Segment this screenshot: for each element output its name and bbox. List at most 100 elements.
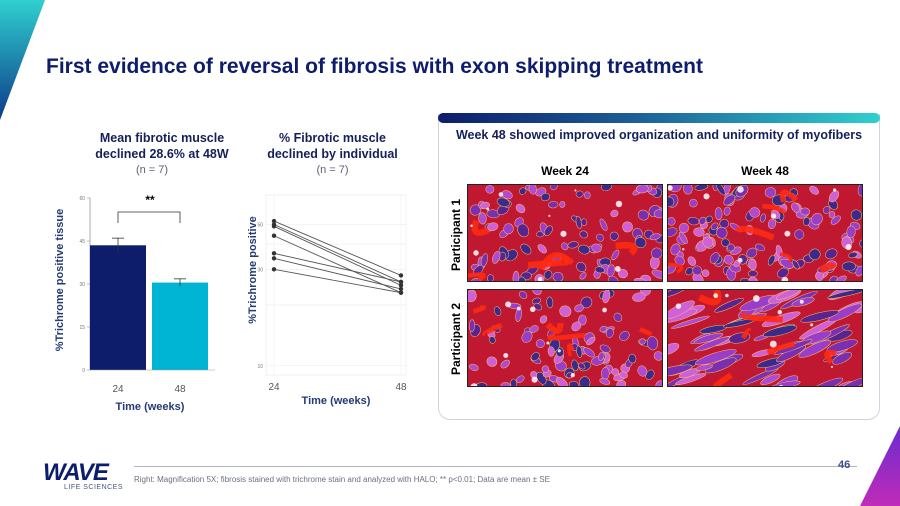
row-participant2: Participant 2 [449,302,463,376]
myofiber [619,330,630,341]
myofiber [767,254,776,266]
myofiber [501,190,513,200]
myofiber [516,375,525,383]
myofiber [651,247,662,259]
participant-point-week48 [398,290,404,295]
myofiber [828,190,840,203]
fibrosis-streak [762,203,787,215]
myofiber [591,243,602,253]
white-speck [574,189,577,192]
myofiber [478,212,487,225]
myofiber [578,362,586,370]
fibrosis-streak [468,272,486,281]
fibrosis-streak [712,372,733,386]
myofiber [515,203,526,214]
white-speck [505,301,512,308]
line-plot-area [265,194,407,376]
myofiber [748,259,757,271]
fibrosis-streak [779,189,799,203]
myofiber [519,187,527,195]
myofiber [693,332,724,344]
myofiber [537,244,547,254]
white-speck [845,244,852,251]
myofiber [571,359,579,371]
myofiber [533,303,543,311]
myofiber [580,218,588,226]
white-speck [770,213,777,219]
myofiber [798,340,831,358]
logo-subtext: LIFE SCIENCES [64,484,124,491]
myofiber [807,377,844,386]
myofiber [747,270,758,277]
white-speck [682,248,685,251]
myofiber [584,191,591,199]
myofiber [599,325,608,333]
white-speck [615,200,623,208]
myofiber [716,226,728,239]
fibrosis-streak [740,328,752,340]
myofiber [518,291,528,299]
myofiber [576,345,583,358]
myofiber [530,352,540,361]
myofiber [500,359,510,369]
myofiber [599,378,611,385]
fibrosis-streak [545,322,564,335]
myofiber [857,185,862,197]
myofiber [755,243,765,252]
myofiber [723,206,731,216]
fibrosis-streak [668,262,684,274]
fibrosis-streak [779,252,793,263]
bar-y-tick-label: 0 [82,368,85,374]
myofiber [653,351,662,361]
myofiber [828,211,836,219]
participant-line-7 [273,268,402,294]
myofiber [598,351,605,361]
white-speck [516,306,521,311]
myofiber [710,222,719,231]
myofiber [500,382,512,386]
myofiber [596,233,604,242]
myofiber [555,377,568,386]
myofiber [586,336,596,346]
myofiber [601,185,613,191]
myofiber [678,231,688,245]
myofiber [561,242,569,251]
myofiber [576,261,587,273]
participant-line-2 [273,224,402,283]
myofiber [605,328,614,338]
footer-divider [134,466,857,467]
micrograph-p2-week24 [467,289,663,387]
fibrosis-streak [527,258,569,269]
myofiber [687,256,697,266]
myofiber [668,364,693,378]
myofiber [670,315,710,329]
myofiber [800,310,840,323]
white-speck [777,309,783,315]
myofiber [841,261,856,272]
participant-point-week48 [398,283,404,288]
myofiber [599,218,608,231]
myofiber [694,185,709,191]
myofiber [512,270,520,281]
participant-point-week24 [271,233,277,238]
myofiber [601,367,610,380]
white-speck [703,193,710,200]
bar-y-tick-label: 60 [79,196,85,202]
white-speck [531,376,538,383]
myofiber [473,382,488,386]
myofiber [723,254,734,265]
myofiber [809,185,819,195]
myofiber [583,347,595,358]
fibrosis-streak [740,311,783,323]
white-speck [614,266,621,272]
participant-point-week24 [271,256,277,261]
slide-title: First evidence of reversal of fibrosis w… [46,55,703,78]
participant-point-week24 [271,251,277,256]
myofiber [616,380,627,386]
myofiber [532,290,542,296]
line-chart-xlabel: Time (weeks) [302,395,371,407]
white-speck [668,185,673,191]
myofiber [822,206,831,214]
myofiber [829,275,839,281]
myofiber [611,368,620,376]
